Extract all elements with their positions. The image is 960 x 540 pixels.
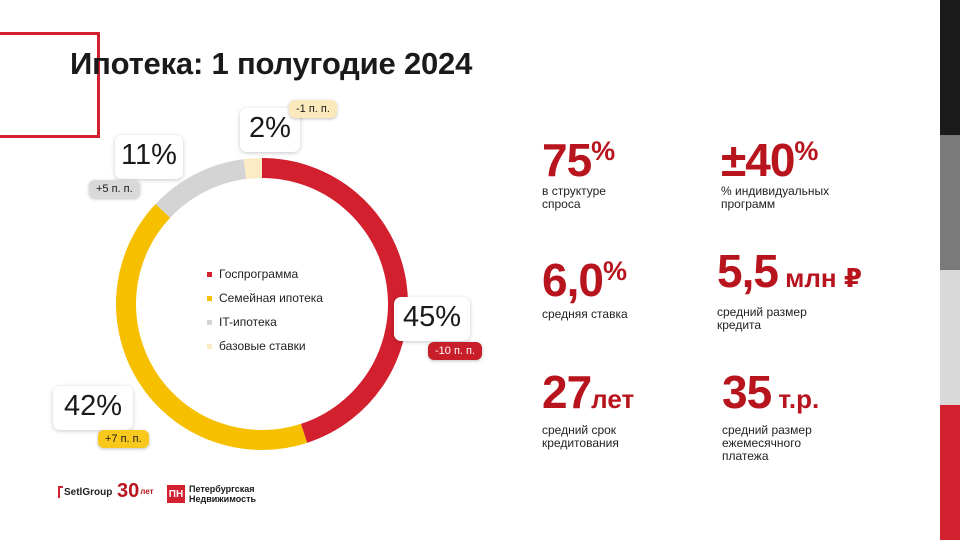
pn-name-line2: Недвижимость [189,494,257,504]
donut-slice-1 [116,204,308,450]
delta-badge-base: -1 п. п. [289,100,337,118]
stat-value: 35 [722,366,772,418]
callout-gosprogramma: 45% [394,297,470,341]
pn-name-line1: Петербургская [189,484,255,494]
stat-description: средняя ставка [542,307,628,321]
callout-value: 2% [249,112,291,144]
stat-average-term: 27лет средний срок кредитования [542,369,652,450]
legend-label: IT-ипотека [219,315,277,329]
callout-value: 45% [402,301,462,333]
donut-slice-2 [155,159,247,218]
strip-segment-red [940,405,960,540]
thirty-years-logo: 30 лет [117,480,154,503]
legend-label: Госпрограмма [219,267,299,281]
stat-individual-programs: ±40% % индивидуальных программ [721,128,851,211]
stat-unit: т.р. [771,384,820,414]
stat-description: средний размер ежемесячного платежа [722,423,812,463]
delta-badge-gosprogramma: -10 п. п. [428,342,483,360]
legend-swatch [207,319,212,325]
stat-value: 6,0 [542,254,604,306]
legend-swatch [207,343,212,349]
callout-value: 11% [121,139,177,171]
stat-value: 75 [542,134,592,186]
stat-average-rate: 6,0% средняя ставка [542,248,672,321]
stat-unit: млн ₽ [777,263,862,293]
legend-item: IT-ипотека [207,310,323,334]
setgroup-text: SetlGroup [64,486,113,498]
stat-value: 27 [542,366,592,418]
stat-value: ±40 [721,134,795,186]
donut-slice-0 [261,158,408,443]
stat-unit: лет [591,384,635,414]
stat-suffix: % [591,136,616,166]
callout-value: 42% [63,390,123,422]
legend-item: Семейная ипотека [207,286,323,310]
right-color-strip [940,0,960,540]
delta-badge-family: +7 п. п. [98,430,149,448]
corner-frame-decoration [0,32,100,138]
callout-it: 11% [115,135,183,179]
legend-swatch [207,295,212,301]
thirty-sub: лет [140,487,154,496]
stat-description: средний размер кредита [717,305,807,332]
stat-demand-share: 75% в структуре спроса [542,128,632,211]
callout-family: 42% [53,386,133,430]
stat-value: 5,5 [717,245,779,297]
pn-mark-icon: ПН [167,485,185,503]
donut-chart [116,158,408,450]
strip-segment-light-grey [940,270,960,405]
donut-slice-3 [243,158,263,180]
stat-monthly-payment: 35 т.р. средний размер ежемесячного плат… [722,369,832,463]
stat-average-loan: 5,5 млн ₽ средний размер кредита [717,248,862,332]
legend-item: Госпрограмма [207,262,323,286]
legend-item: базовые ставки [207,334,323,358]
setgroup-logo: SetlGroup [58,486,112,498]
stat-description: средний срок кредитования [542,423,619,450]
strip-segment-black [940,0,960,135]
strip-segment-dark-grey [940,135,960,270]
page-title: Ипотека: 1 полугодие 2024 [70,46,473,81]
legend-swatch [207,271,212,277]
stat-description: в структуре спроса [542,184,606,211]
setgroup-bracket-icon [58,486,63,498]
stat-suffix: % [602,256,627,286]
delta-badge-it: +5 п. п. [89,180,140,198]
pn-logo: ПН Петербургская Недвижимость [167,484,256,504]
chart-legend: Госпрограмма Семейная ипотека IT-ипотека… [207,262,323,358]
legend-label: базовые ставки [219,339,306,353]
thirty-digits: 30 [117,480,140,502]
stat-suffix: % [794,136,819,166]
stat-description: % индивидуальных программ [721,184,830,211]
legend-label: Семейная ипотека [219,291,323,305]
